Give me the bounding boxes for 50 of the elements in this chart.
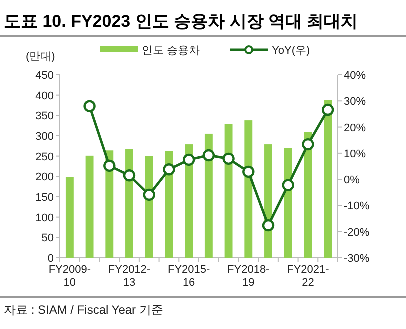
y-tick-label: 350 [36,110,54,123]
point [163,164,176,176]
bar [165,151,174,258]
x-tick-label: FY2021- 22 [287,264,330,289]
point [222,152,235,166]
bar [86,156,94,258]
point [202,149,216,162]
y2-tick-label: 40% [344,70,366,82]
legend-label: 인도 승용차 [142,45,200,57]
bar [66,177,74,258]
point [182,154,196,166]
x-tick-label: FY2009- 10 [48,264,92,289]
y-tick-label: 50 [42,232,54,245]
title: 도표 10. FY2023 인도 승용차 시장 역대 최대치 [4,12,358,31]
bar [244,120,253,258]
y-tick-label: 0 [48,253,54,265]
bar [126,149,134,258]
y-tick-label: 100 [36,212,54,224]
y2-tick-label: -10% [344,200,370,213]
y2-tick-label: 30% [344,96,366,108]
point [143,188,156,202]
x-tick-label: FY2015- 16 [168,264,210,289]
y2-tick-label: -20% [344,226,370,239]
y-tick-label: 450 [36,70,54,82]
bar [204,134,213,258]
point [282,179,294,192]
ylabel: (만대) [26,51,56,63]
y2-tick-label: 10% [344,148,366,160]
y-tick-label: 150 [36,192,54,204]
point [322,104,334,116]
y2-tick-label: 0% [344,174,360,187]
y2-tick-label: -30% [344,253,370,265]
bar [224,124,233,258]
y-tick-label: 400 [36,90,54,102]
point [123,170,136,182]
legend-label: YoY(우) [272,45,310,57]
point [262,219,275,232]
point [302,138,314,151]
y2-tick-label: 20% [344,122,366,134]
y-tick-label: 200 [36,172,54,184]
y-tick-label: 250 [36,151,54,164]
x-tick-label: FY2018- 19 [228,264,270,289]
point [104,160,116,172]
point [84,100,96,112]
bar [185,144,194,258]
annotation: 자료 : SIAM / Fiscal Year 기준 [4,303,164,317]
bar [324,100,332,258]
y-tick-label: 300 [36,131,54,143]
point [242,166,255,178]
x-tick-label: FY2012- 13 [108,264,151,289]
